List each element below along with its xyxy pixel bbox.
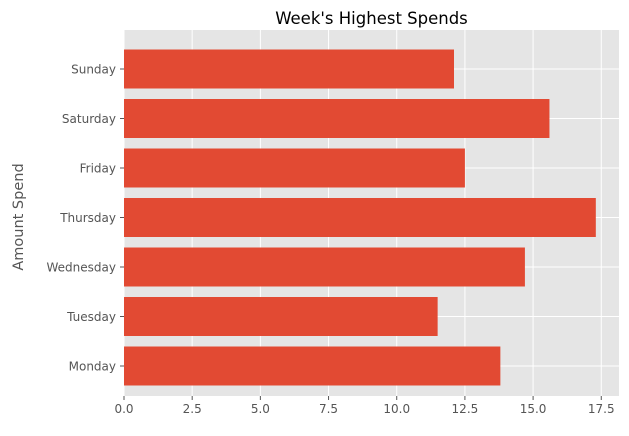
- y-tick-label-monday: Monday: [69, 360, 116, 374]
- y-axis-ticks: Monday Tuesday Wednesday Thursday Friday Satu…: [47, 63, 124, 374]
- y-tick-label-tuesday: Tuesday: [66, 310, 116, 324]
- x-tick-label: 7.5: [319, 402, 338, 416]
- x-tick-label: 12.5: [452, 402, 479, 416]
- x-tick-label: 15.0: [520, 402, 547, 416]
- bar-sunday: [124, 49, 454, 89]
- bar-wednesday: [124, 247, 525, 287]
- x-tick-label: 2.5: [183, 402, 202, 416]
- bar-tuesday: [124, 297, 438, 336]
- y-axis-label: Amount Spend: [11, 163, 27, 270]
- x-tick-label: 17.5: [588, 402, 615, 416]
- bar-friday: [124, 148, 465, 188]
- x-tick-label: 10.0: [383, 402, 410, 416]
- y-tick-label-saturday: Saturday: [62, 112, 116, 126]
- x-axis-ticks: 0.0 2.5 5.0 7.5 10.0 12.5 15.0 17.5: [114, 396, 615, 416]
- chart-title: Week's Highest Spends: [275, 9, 468, 28]
- bar-thursday: [124, 198, 596, 237]
- x-tick-label: 5.0: [251, 402, 270, 416]
- y-tick-label-thursday: Thursday: [59, 211, 116, 225]
- y-tick-label-friday: Friday: [80, 162, 116, 176]
- x-tick-label: 0.0: [114, 402, 133, 416]
- bar-monday: [124, 346, 501, 386]
- y-tick-label-wednesday: Wednesday: [47, 261, 116, 275]
- bar-saturday: [124, 99, 550, 138]
- y-tick-label-sunday: Sunday: [71, 63, 116, 77]
- bars: [124, 49, 596, 386]
